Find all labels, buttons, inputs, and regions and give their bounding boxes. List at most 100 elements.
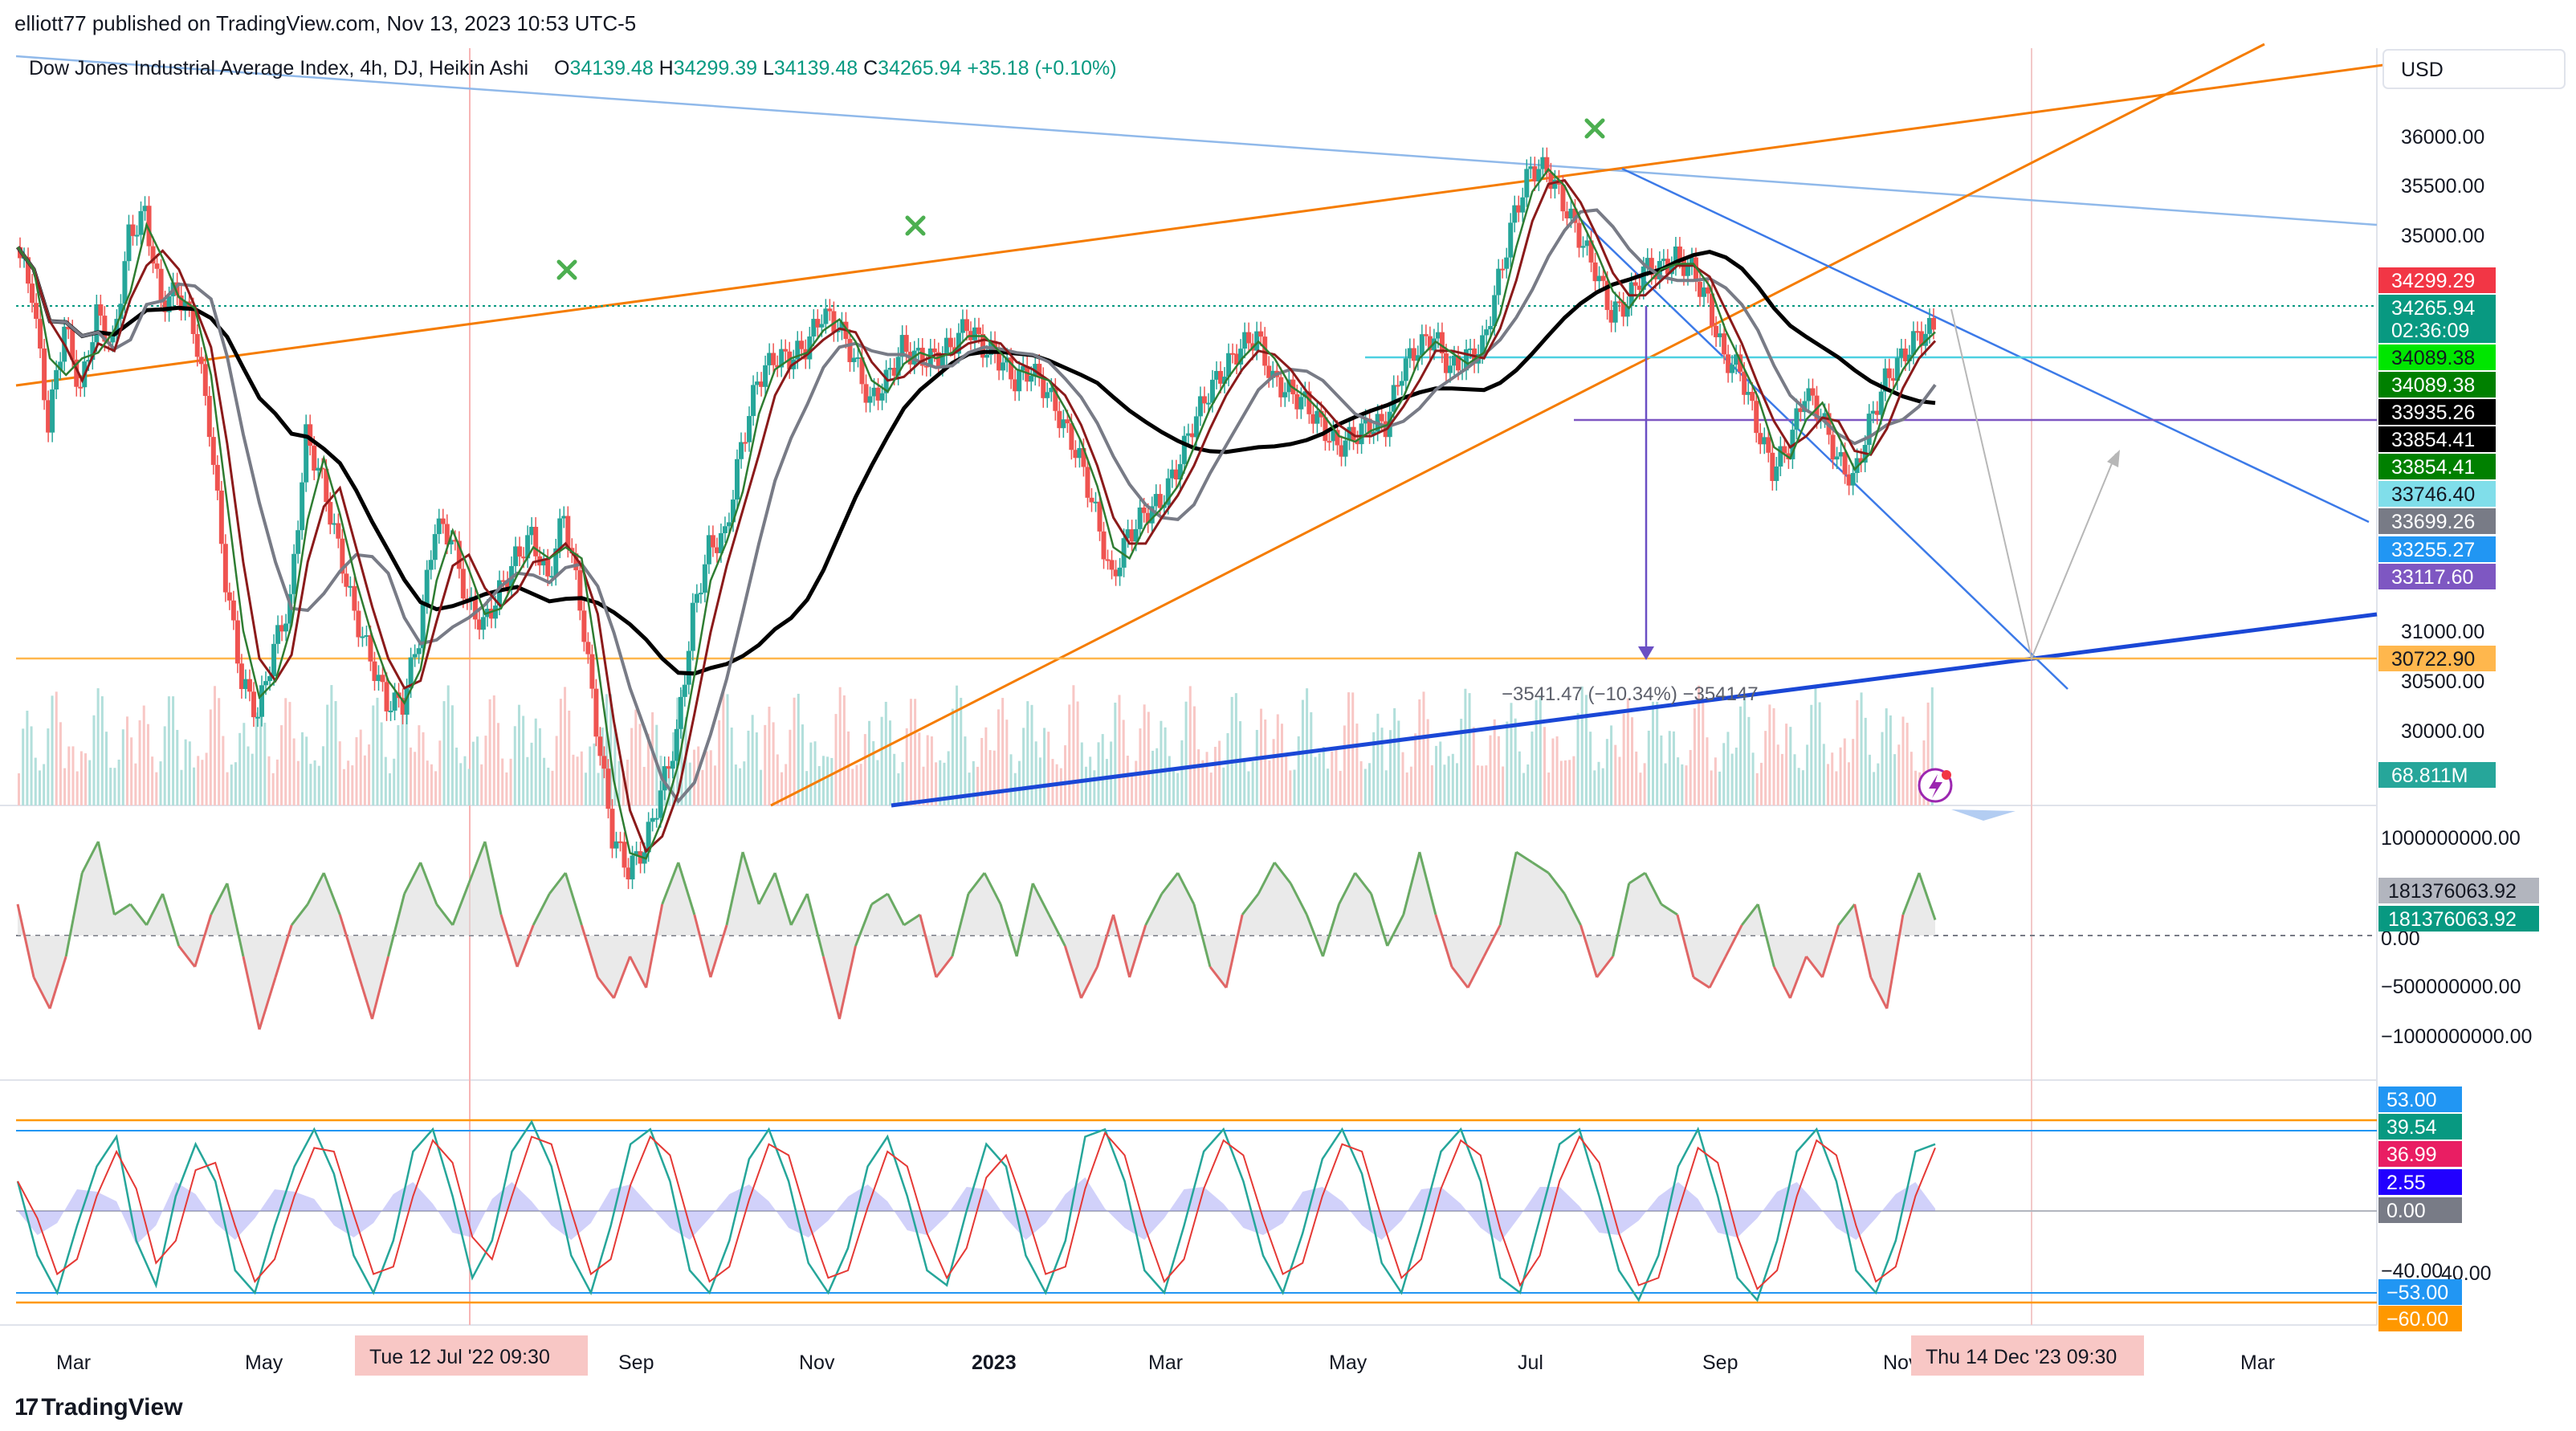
candle-body [1838,452,1844,457]
osc-segment [1628,871,1646,885]
osc-segment [709,924,728,978]
candle-body [1226,353,1232,377]
candle-body [444,524,450,545]
candle-body [26,257,31,284]
volume-bar [414,752,417,805]
candle-body [198,357,204,365]
published-line: elliott77 published on TradingView.com, … [14,11,637,35]
candle-body [130,224,136,236]
candle-body [670,760,675,769]
candle-body [1294,393,1300,410]
volume-bar [1797,768,1800,805]
volume-bar [38,770,41,805]
volume-bar [988,750,992,805]
osc-segment [1015,883,1034,957]
candle-body [1423,334,1429,336]
volume-bar [1551,738,1555,805]
volume-bar [1272,739,1275,805]
osc-segment [338,914,357,968]
price-label-box [2378,267,2496,293]
candle-body [122,261,128,304]
candle-body [879,393,885,401]
volume-bar [1176,773,1180,805]
osc-segment [1144,893,1164,926]
volume-bar [1017,760,1021,805]
osc-segment [548,872,567,895]
price-label: 33117.60 [2391,566,2473,589]
volume-bar [1059,768,1062,805]
volume-bar [1239,721,1242,805]
volume-bar [943,762,946,805]
volume-bar [517,704,520,805]
candle-body [1882,368,1888,392]
price-axis[interactable]: 36000.00 35500.00 35000.00 31000.00 30500.00… [2378,126,2539,1331]
stoch-label: 2.55 [2386,1172,2426,1194]
volume-bar [1906,723,1909,805]
lightning-alert-icon[interactable] [1918,768,1953,803]
volume-bar [201,760,204,805]
volume-bar [1734,747,1738,805]
candle-body [1608,310,1614,323]
candle-body [1049,387,1054,393]
osc-segment [32,976,51,1009]
candle-body [1310,414,1316,424]
candle-body [1532,166,1538,181]
currency-box[interactable]: USD [2382,49,2566,89]
candle-body [622,842,627,868]
candle-body [597,736,603,756]
candle-body [138,210,144,235]
candle-body [1234,353,1240,365]
candle-body [1552,179,1558,190]
volume-bar [497,723,499,805]
candle-body [1089,497,1094,503]
volume-bar [1543,727,1547,805]
candle-body [1834,456,1840,460]
candle-body [58,361,63,370]
candle-body [1774,466,1779,481]
candle-body [1371,431,1376,434]
price-label-box [2378,646,2496,671]
volume-bar [1359,760,1363,805]
candle-body [202,364,208,397]
tradingview-logo[interactable]: 17 TradingView [14,1394,183,1421]
volume-bar [401,700,404,805]
price-label: 02:36:09 [2391,320,2469,342]
volume-bar [363,755,366,805]
volume-bar [326,704,329,805]
osc-segment [1402,851,1421,915]
candle-body [1930,317,1936,330]
volume-bar [659,756,662,805]
candle-body [1133,528,1139,542]
osc-segment [1274,862,1292,884]
volume-bar [84,753,88,805]
stoch-d-line [17,1131,1936,1290]
volume-bar [280,725,283,805]
candle-body [783,349,789,352]
candle-body [1451,355,1457,366]
volume-bar [726,694,729,805]
volume-bar [622,770,625,805]
candle-body [304,424,309,483]
osc-segment [903,913,921,927]
volume-bar [1306,688,1309,805]
volume-bar [368,744,371,805]
volume-bar [309,764,312,805]
candle-body [312,446,317,471]
candle-body [1596,275,1602,282]
candle-body [1918,331,1924,346]
candle-body [1520,197,1526,213]
channel-blue-lower [1573,212,2069,690]
volume-bar [159,761,162,805]
volume-bar [905,728,908,805]
osc-segment [419,862,438,905]
stoch-label-box [2378,1279,2462,1305]
volume-bar [630,728,634,805]
candle-body [1806,388,1812,402]
stoch-label: −60.00 [2386,1308,2448,1331]
candle-body [935,352,941,367]
volume-bar [1164,727,1167,805]
x-marker-1 [556,259,577,280]
volume-bar [797,693,800,805]
